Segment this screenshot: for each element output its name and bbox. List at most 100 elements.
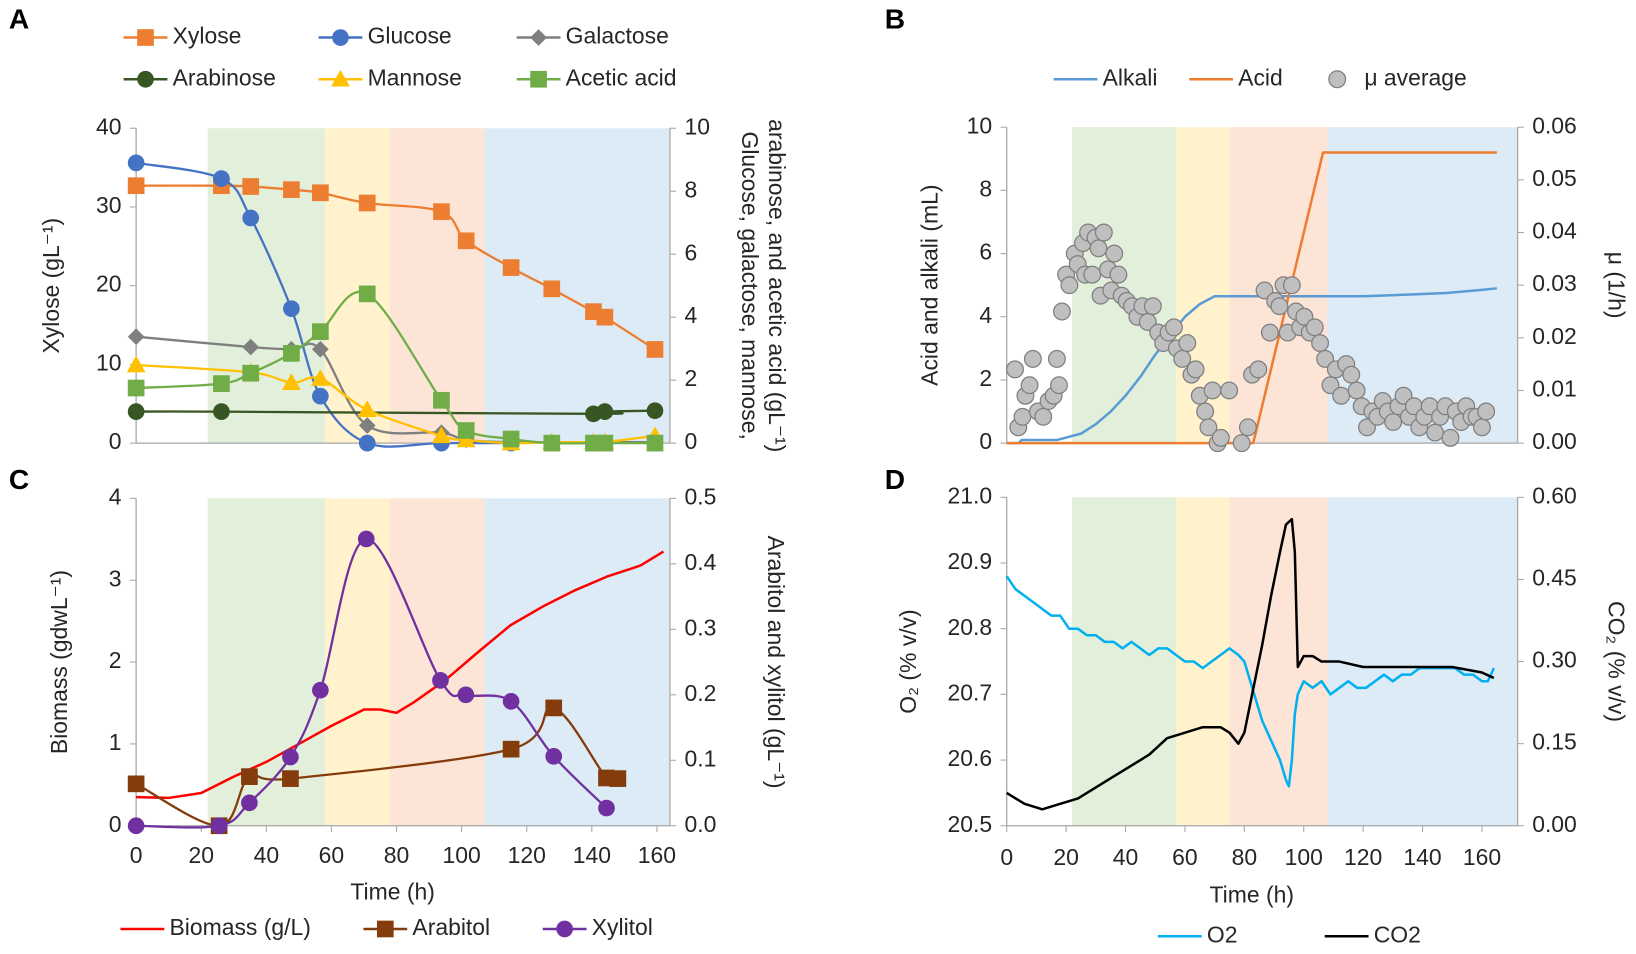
y-tick-label: 2 — [979, 365, 992, 391]
marker — [432, 426, 451, 444]
marker — [457, 686, 475, 704]
marker — [1199, 418, 1218, 437]
marker — [457, 422, 475, 439]
y-tick-label: 40 — [96, 113, 122, 139]
y-tick-label: 8 — [979, 175, 992, 201]
marker — [127, 177, 145, 195]
marker — [242, 209, 260, 227]
marker — [1426, 423, 1444, 442]
x-tick-label: 20 — [1053, 844, 1079, 870]
marker — [282, 373, 301, 390]
marker — [545, 699, 563, 717]
x-axis-label: Time (h) — [350, 879, 434, 905]
marker — [1006, 360, 1024, 379]
y-tick-label: 20.8 — [947, 614, 992, 640]
marker — [1477, 402, 1496, 421]
marker — [1109, 265, 1128, 284]
y-tick-label: 4 — [979, 302, 992, 328]
legend-marker — [332, 29, 349, 46]
marker — [1023, 349, 1042, 368]
marker — [1232, 434, 1251, 453]
x-tick-label: 20 — [188, 842, 214, 868]
x-tick-label: 0 — [1000, 844, 1013, 870]
y2-tick-label: 0.0 — [685, 811, 717, 837]
legend-marker — [137, 70, 154, 88]
y2-axis-label: CO₂ (% v/v) — [1604, 601, 1630, 722]
x-tick-label: 140 — [573, 842, 611, 868]
y2-tick-label: 0.5 — [685, 483, 717, 509]
y-tick-label: 20.5 — [947, 811, 992, 837]
marker — [1083, 265, 1102, 284]
marker — [358, 285, 376, 303]
marker — [1164, 318, 1183, 337]
legend-marker — [376, 920, 394, 938]
y2-tick-label: 0.00 — [1532, 811, 1577, 837]
marker — [1342, 365, 1361, 384]
y-tick-label: 20 — [96, 271, 122, 297]
phase-band — [1229, 497, 1328, 826]
legend-label: Biomass (g/L) — [169, 914, 310, 940]
y2-axis-label: Glucose, galactose, mannose, — [737, 131, 763, 439]
legend-label: Glucose — [368, 23, 452, 49]
x-tick-label: 160 — [1463, 844, 1501, 870]
marker — [282, 748, 299, 766]
y-axis-label: O₂ (% v/v) — [895, 609, 921, 713]
marker — [596, 308, 614, 326]
y-tick-label: 20.6 — [947, 745, 992, 771]
y2-tick-label: 0.03 — [1532, 270, 1577, 296]
y2-tick-label: 0.02 — [1532, 323, 1577, 349]
marker — [1220, 381, 1239, 400]
phase-band — [484, 128, 670, 444]
x-tick-label: 60 — [1172, 844, 1197, 870]
y2-tick-label: 10 — [685, 113, 711, 139]
marker — [433, 391, 450, 409]
legend-label: Galactose — [566, 23, 669, 49]
legend-label: μ average — [1364, 64, 1466, 90]
marker — [545, 748, 563, 765]
marker — [1255, 281, 1274, 300]
x-tick-label: 40 — [1113, 844, 1139, 870]
marker — [358, 417, 376, 434]
marker — [609, 770, 627, 787]
legend-marker — [137, 29, 154, 46]
marker — [1249, 360, 1268, 379]
marker — [457, 232, 475, 250]
marker — [1052, 302, 1071, 321]
y2-axis-label: arabinose, and acetic acid (gL⁻¹) — [764, 119, 790, 452]
marker — [241, 794, 258, 812]
x-tick-label: 80 — [1232, 844, 1258, 870]
series-line — [1005, 575, 1495, 788]
marker — [241, 768, 258, 785]
x-tick-label: 40 — [254, 842, 279, 868]
phase-band — [390, 128, 485, 444]
legend-label: Xylose — [173, 23, 242, 49]
marker — [1186, 360, 1205, 379]
marker — [1332, 386, 1351, 405]
marker — [456, 430, 476, 448]
legend-label: O2 — [1207, 921, 1238, 947]
series-line — [1006, 151, 1497, 445]
x-tick-label: 100 — [1285, 844, 1323, 870]
marker — [1094, 223, 1113, 242]
y-tick-label: 10 — [967, 112, 993, 138]
marker — [502, 430, 520, 448]
y-tick-label: 3 — [109, 565, 122, 591]
x-tick-label: 140 — [1403, 844, 1441, 870]
y-axis-label: Xylose (gL⁻¹) — [38, 218, 64, 354]
marker — [213, 403, 230, 420]
legend-label: CO2 — [1374, 921, 1421, 947]
y2-tick-label: 0.06 — [1532, 112, 1577, 138]
marker — [358, 434, 376, 452]
marker — [210, 817, 228, 835]
phase-band — [324, 128, 391, 444]
marker — [1282, 276, 1301, 295]
marker — [502, 259, 520, 276]
x-tick-label: 120 — [1344, 844, 1382, 870]
series-line — [1006, 517, 1495, 811]
legend-label: Mannose — [368, 64, 462, 90]
y-tick-label: 20.9 — [947, 548, 992, 574]
legend-marker — [530, 70, 547, 88]
y-tick-label: 1 — [109, 729, 122, 755]
marker — [1060, 276, 1079, 295]
marker — [1196, 402, 1215, 421]
